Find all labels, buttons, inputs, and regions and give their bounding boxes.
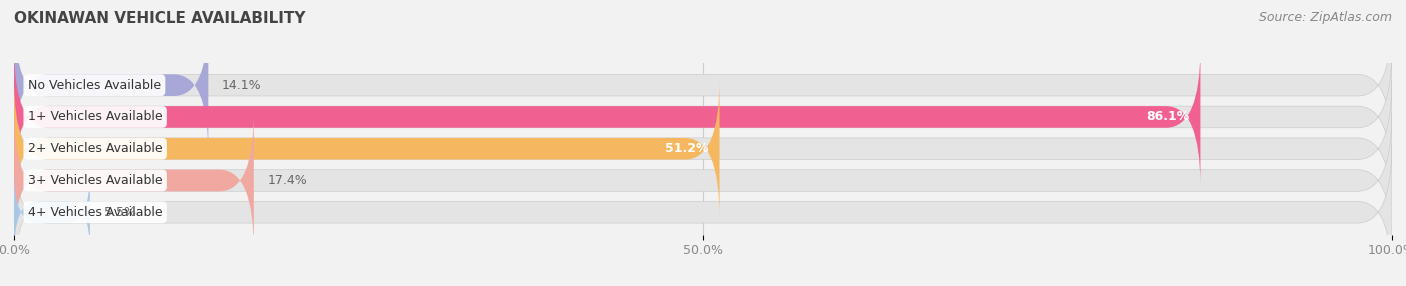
Text: OKINAWAN VEHICLE AVAILABILITY: OKINAWAN VEHICLE AVAILABILITY <box>14 11 305 26</box>
FancyBboxPatch shape <box>14 171 90 254</box>
Text: 14.1%: 14.1% <box>222 79 262 92</box>
Text: 1+ Vehicles Available: 1+ Vehicles Available <box>28 110 163 124</box>
FancyBboxPatch shape <box>14 17 1392 154</box>
FancyBboxPatch shape <box>14 112 254 249</box>
FancyBboxPatch shape <box>14 80 1392 217</box>
Text: 4+ Vehicles Available: 4+ Vehicles Available <box>28 206 163 219</box>
Text: 51.2%: 51.2% <box>665 142 709 155</box>
Text: 86.1%: 86.1% <box>1146 110 1189 124</box>
FancyBboxPatch shape <box>14 80 720 217</box>
Text: 2+ Vehicles Available: 2+ Vehicles Available <box>28 142 163 155</box>
FancyBboxPatch shape <box>14 144 1392 281</box>
Text: 17.4%: 17.4% <box>267 174 308 187</box>
Text: Source: ZipAtlas.com: Source: ZipAtlas.com <box>1258 11 1392 24</box>
Text: 5.5%: 5.5% <box>104 206 135 219</box>
FancyBboxPatch shape <box>14 48 1392 186</box>
Text: No Vehicles Available: No Vehicles Available <box>28 79 160 92</box>
FancyBboxPatch shape <box>14 112 1392 249</box>
FancyBboxPatch shape <box>14 17 208 154</box>
Text: 3+ Vehicles Available: 3+ Vehicles Available <box>28 174 163 187</box>
FancyBboxPatch shape <box>14 48 1201 186</box>
